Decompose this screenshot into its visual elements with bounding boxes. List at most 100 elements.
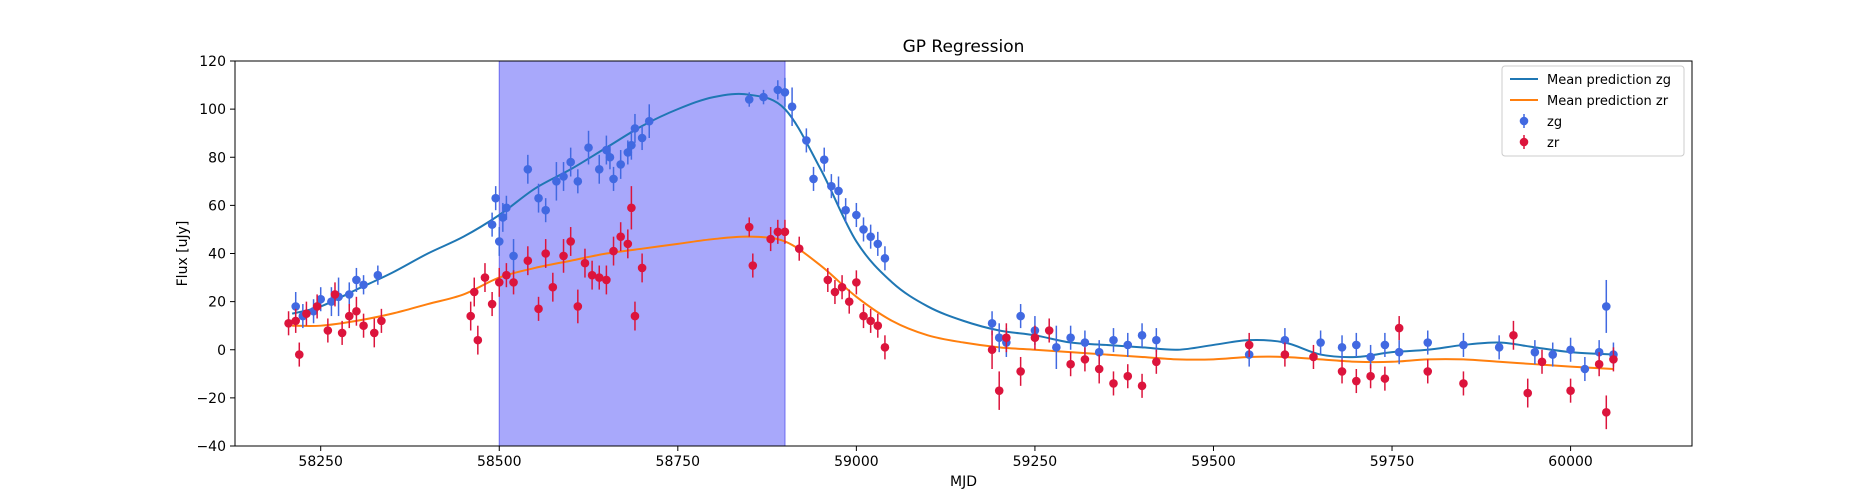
legend-label: Mean prediction zr [1547, 94, 1669, 109]
point-zr [337, 328, 347, 338]
point-zg [1016, 311, 1025, 321]
point-zr [1352, 376, 1361, 386]
point-zr [1394, 323, 1404, 333]
point-zg [602, 145, 611, 155]
y-axis: −40 −20 0 20 40 60 80 100 120 [196, 54, 235, 455]
point-zg [1530, 347, 1540, 357]
point-zg [744, 95, 754, 104]
x-tick-label: 60000 [1548, 454, 1593, 470]
legend: Mean prediction zg Mean prediction zr zg zr [1501, 65, 1685, 157]
point-zg [834, 186, 843, 196]
point-zg [616, 160, 625, 169]
point-zr [344, 311, 354, 321]
point-zg [523, 164, 533, 174]
point-zg [352, 275, 361, 285]
y-tick-label: −20 [196, 391, 226, 407]
point-zg [987, 318, 997, 328]
point-zr [573, 302, 583, 311]
point-zr [480, 273, 490, 282]
point-zg [866, 232, 875, 241]
point-zg [498, 213, 508, 222]
point-zg [873, 239, 883, 249]
point-zr [1601, 408, 1611, 417]
point-zr [294, 350, 304, 359]
chart-title: GP Regression [903, 37, 1025, 57]
point-zg [584, 143, 593, 152]
point-zr [1094, 364, 1104, 374]
point-zr [1109, 379, 1118, 388]
point-zg [630, 124, 640, 133]
point-zr [587, 270, 597, 280]
point-zg [1123, 340, 1133, 350]
point-zr [502, 270, 511, 280]
point-zg [1137, 331, 1147, 340]
point-zr [473, 335, 483, 345]
point-zr [548, 282, 558, 292]
point-zr [837, 282, 847, 292]
y-tick-label: 40 [208, 247, 226, 263]
point-zr [602, 275, 611, 285]
point-zr [766, 234, 775, 244]
point-zr [866, 316, 875, 326]
point-zr [1123, 371, 1133, 381]
point-zg [559, 172, 568, 181]
point-zr [1509, 331, 1518, 340]
point-zr [1566, 386, 1575, 395]
point-zg [566, 157, 575, 167]
point-zr [312, 302, 322, 311]
point-zr [830, 287, 840, 297]
point-zg [819, 155, 829, 164]
point-zr [1366, 371, 1375, 381]
point-zg [1423, 338, 1433, 347]
point-zg [609, 174, 618, 184]
point-zg [1094, 347, 1104, 357]
point-zr [284, 318, 293, 328]
prediction-lines [291, 92, 1614, 370]
point-zr [509, 278, 518, 287]
point-zr [523, 256, 533, 266]
x-tick-label: 59500 [1191, 454, 1236, 470]
point-zr [773, 227, 783, 237]
point-zr [1459, 379, 1468, 388]
point-zr [623, 239, 633, 249]
point-zg [773, 85, 783, 95]
point-zr [302, 309, 311, 318]
point-zg [534, 193, 543, 203]
point-zr [616, 232, 625, 241]
legend-label: zr [1547, 136, 1560, 151]
point-zr [780, 227, 790, 237]
point-zr [494, 278, 504, 287]
y-tick-label: 0 [217, 343, 226, 359]
point-zr [1137, 381, 1147, 391]
point-zg [1580, 364, 1590, 374]
point-zg [502, 203, 511, 213]
point-zg [1394, 347, 1404, 357]
point-zg [1352, 340, 1361, 350]
point-zg [487, 220, 497, 229]
point-zg [1601, 302, 1611, 311]
point-zg [994, 333, 1004, 343]
point-zr [744, 222, 754, 232]
point-zg [494, 237, 504, 246]
point-zg [344, 290, 354, 299]
x-tick-label: 58250 [298, 454, 343, 470]
point-zr [541, 249, 550, 258]
point-zg [594, 164, 604, 174]
x-axis: 58250 58500 58750 59000 59250 59500 59750 60000 [298, 446, 1593, 470]
y-tick-label: 100 [199, 102, 226, 118]
point-zr [873, 321, 883, 330]
point-zg [852, 210, 861, 220]
point-zg [1066, 333, 1075, 343]
point-zr [559, 251, 568, 261]
point-zr [377, 316, 386, 326]
point-zg [541, 205, 550, 215]
point-zg [1566, 345, 1575, 355]
y-tick-label: 60 [208, 198, 226, 214]
point-zr [994, 386, 1004, 395]
point-zr [487, 299, 497, 309]
point-zr [359, 321, 368, 330]
point-zg [491, 193, 500, 203]
x-tick-label: 58500 [477, 454, 522, 470]
point-zr [534, 304, 543, 314]
